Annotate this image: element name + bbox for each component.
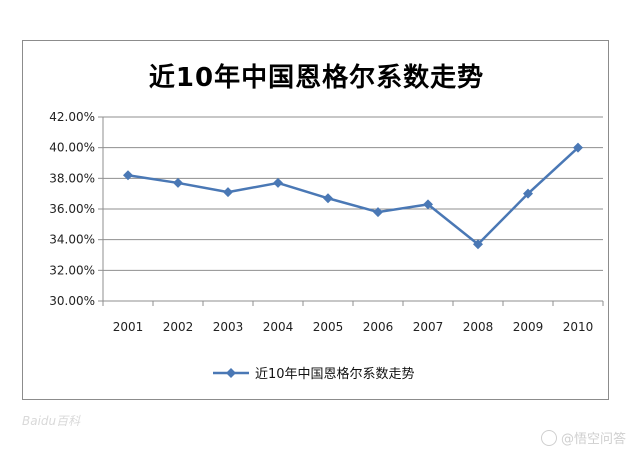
y-tick-label: 30.00% [49, 294, 95, 308]
x-tick-label: 2003 [213, 320, 244, 334]
data-point-marker [223, 187, 233, 198]
legend: 近10年中国恩格尔系数走势 [213, 363, 415, 382]
x-tick-labels: 2001 2002 2003 2004 2005 2006 2007 2008 2009 2010 [113, 320, 594, 334]
y-tick-label: 36.00% [49, 202, 95, 216]
data-point-marker [173, 177, 183, 188]
legend-swatch [213, 367, 249, 378]
x-tick-label: 2008 [463, 320, 494, 334]
series-line [127, 146, 579, 246]
y-tick-label: 42.00% [49, 110, 95, 124]
data-point-marker [273, 177, 283, 188]
chart-title: 近10年中国恩格尔系数走势 [148, 63, 485, 93]
data-point-marker [523, 188, 533, 199]
plot-area: 30.00% 32.00% 34.00% 36.00% 38.00% 40.00% 42.0… [49, 110, 604, 334]
y-tick-label: 32.00% [49, 263, 95, 277]
axes [98, 116, 604, 306]
x-tick-label: 2009 [513, 320, 544, 334]
y-tick-label: 38.00% [49, 171, 95, 185]
y-tick-label: 34.00% [49, 233, 95, 247]
x-tick-label: 2005 [313, 320, 344, 334]
series-line-group [123, 142, 583, 250]
gridlines [103, 116, 603, 271]
data-point-marker [573, 142, 583, 153]
x-tick-label: 2001 [113, 320, 144, 334]
x-tick-label: 2004 [263, 320, 294, 334]
data-point-marker [423, 199, 433, 210]
chart-frame: 近10年中国恩格尔系数走势 30.00% 32.00% 34.00% 36.00% 38… [22, 40, 609, 400]
legend-label: 近10年中国恩格尔系数走势 [255, 367, 415, 382]
data-point-marker [323, 193, 333, 204]
data-point-marker [373, 207, 383, 218]
x-tick-label: 2010 [563, 320, 594, 334]
watermark-right: @悟空问答 [540, 428, 626, 447]
data-point-marker [123, 170, 133, 181]
watermark-left: Baidu百科 [22, 414, 81, 428]
x-tick-label: 2006 [363, 320, 394, 334]
data-point-marker [473, 239, 483, 250]
x-tick-label: 2007 [413, 320, 444, 334]
y-tick-label: 40.00% [49, 141, 95, 155]
x-tick-label: 2002 [163, 320, 194, 334]
watermark-right-text: @悟空问答 [560, 432, 626, 447]
y-tick-labels: 30.00% 32.00% 34.00% 36.00% 38.00% 40.00% 42.0… [49, 110, 95, 308]
watermark-logo-icon [540, 429, 557, 446]
